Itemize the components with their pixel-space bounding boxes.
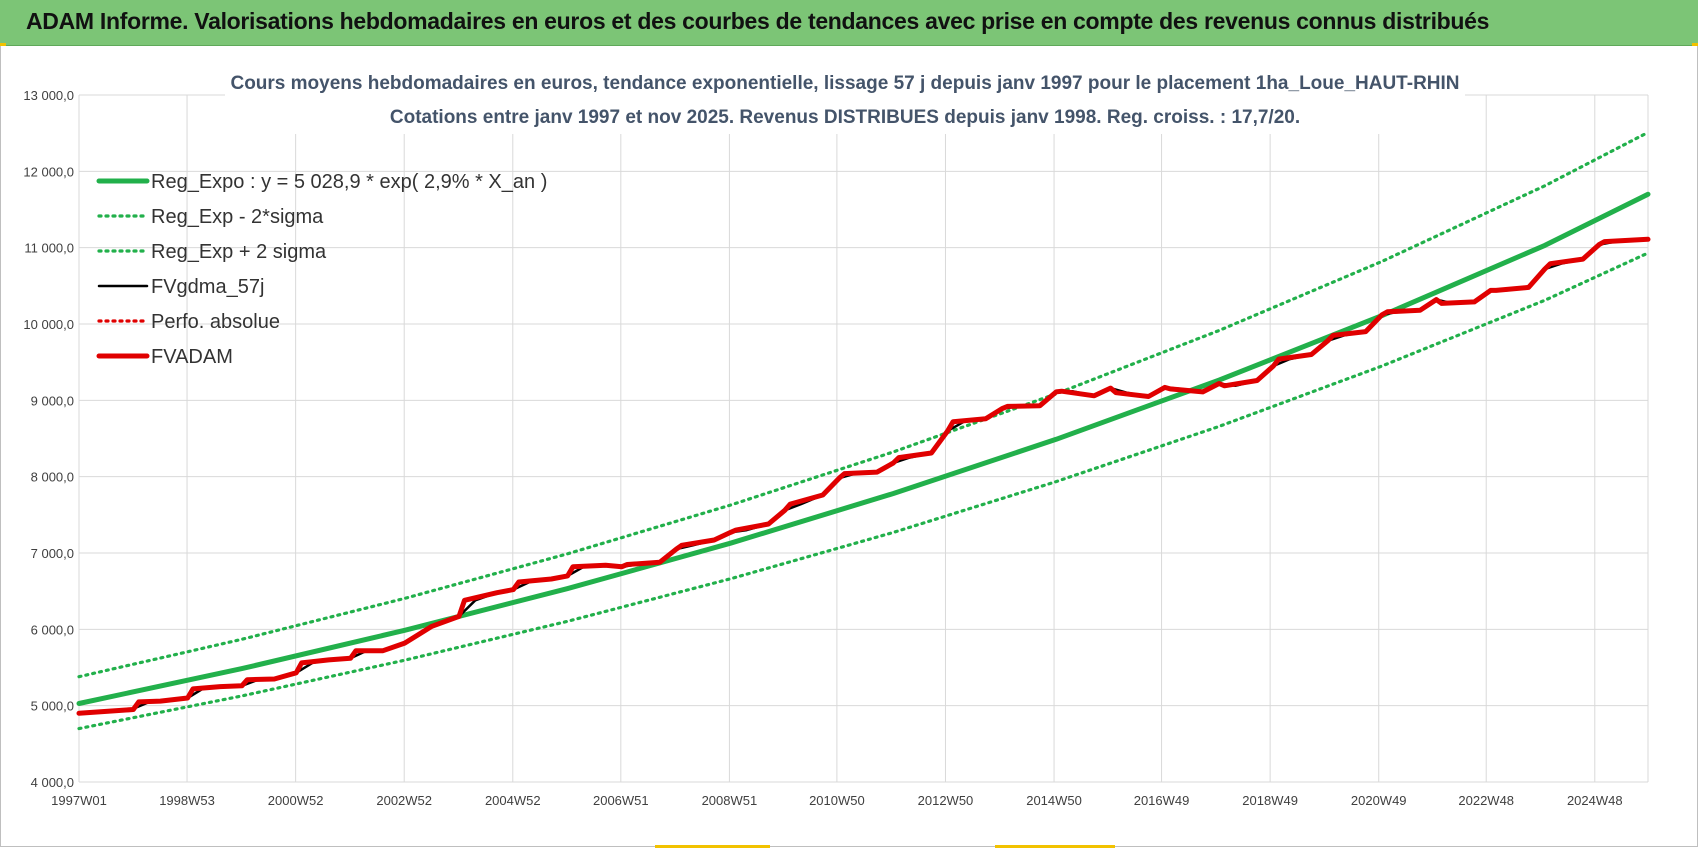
banner-title: ADAM Informe. Valorisations hebdomadaire… — [26, 8, 1490, 34]
x-tick-label: 2024W48 — [1567, 793, 1623, 808]
series-line-1 — [77, 251, 1650, 731]
legend-label: Reg_Exp + 2 sigma — [151, 241, 327, 263]
x-tick-label: 2018W49 — [1242, 793, 1298, 808]
legend-label: FVgdma_57j — [151, 276, 264, 298]
chart-title-line-1: Cours moyens hebdomadaires en euros, ten… — [230, 73, 1459, 94]
chart-title-line-2: Cotations entre janv 1997 et nov 2025. R… — [390, 107, 1300, 128]
y-tick-label: 11 000,0 — [24, 241, 74, 256]
legend-label: FVADAM — [151, 346, 233, 368]
x-tick-label: 2010W50 — [809, 793, 865, 808]
series-line-5 — [76, 236, 1651, 716]
x-tick-label: 2014W50 — [1026, 793, 1082, 808]
series-lines — [76, 130, 1651, 731]
header-banner: ADAM Informe. Valorisations hebdomadaire… — [0, 0, 1698, 46]
x-tick-label: 2008W51 — [702, 793, 758, 808]
y-tick-label: 12 000,0 — [23, 164, 74, 179]
y-axis-ticks: 4 000,0 5 000,0 6 000,0 7 000,0 8 000,0 9 000… — [23, 88, 74, 790]
legend-label: Reg_Expo : y = 5 028,9 * exp( 2,9% * X_a… — [151, 171, 547, 193]
corner-marker-right — [1692, 43, 1698, 46]
y-tick-label: 4 000,0 — [31, 775, 74, 790]
corner-marker-left — [0, 43, 6, 46]
x-tick-label: 2002W52 — [376, 793, 432, 808]
y-tick-label: 10 000,0 — [23, 317, 74, 332]
x-tick-label: 2004W52 — [485, 793, 541, 808]
bottom-marker-2 — [995, 845, 1115, 848]
y-tick-label: 8 000,0 — [31, 470, 74, 485]
title-background — [225, 64, 1465, 134]
legend-label: Reg_Exp - 2*sigma — [151, 206, 324, 228]
legend-label: Perfo. absolue — [151, 311, 280, 333]
x-tick-label: 2016W49 — [1134, 793, 1190, 808]
y-tick-label: 9 000,0 — [31, 393, 74, 408]
x-tick-label: 2006W51 — [593, 793, 649, 808]
legend: Reg_Expo : y = 5 028,9 * exp( 2,9% * X_a… — [96, 171, 547, 368]
x-tick-label: 2020W49 — [1351, 793, 1407, 808]
y-tick-label: 7 000,0 — [31, 546, 74, 561]
x-tick-label: 1998W53 — [159, 793, 215, 808]
x-tick-label: 2000W52 — [268, 793, 324, 808]
x-tick-label: 1997W01 — [51, 793, 107, 808]
x-axis-ticks: 1997W01 1998W53 2000W52 2002W52 2004W52 2006W… — [51, 793, 1622, 808]
series-line-2 — [77, 130, 1650, 679]
bottom-marker-1 — [655, 845, 770, 848]
y-tick-label: 13 000,0 — [23, 88, 74, 103]
series-line-0 — [76, 191, 1651, 706]
x-tick-label: 2022W48 — [1458, 793, 1514, 808]
y-tick-label: 6 000,0 — [31, 622, 74, 637]
y-tick-label: 5 000,0 — [31, 699, 74, 714]
x-tick-label: 2012W50 — [918, 793, 974, 808]
